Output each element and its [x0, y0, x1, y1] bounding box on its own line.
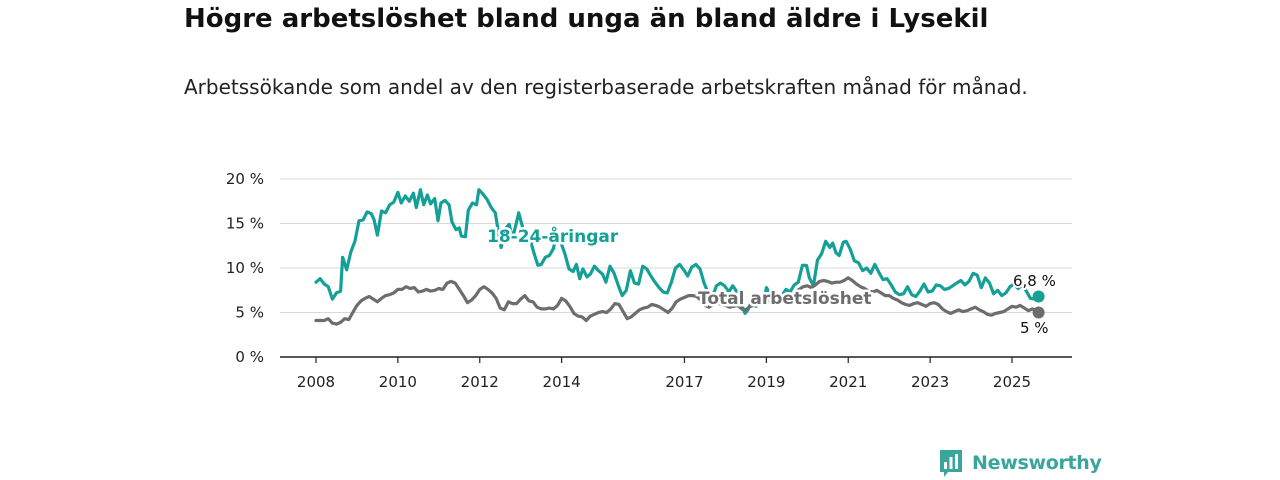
- chart-title: Högre arbetslöshet bland unga än bland ä…: [184, 4, 989, 34]
- bar-chart-icon: [940, 450, 962, 477]
- series-line: [314, 188, 1041, 315]
- series-end-marker: [1032, 306, 1045, 319]
- axes: 0 % 5 % 10 % 15 % 20 % 2008 2010 2012 2014 2017 20…: [226, 170, 1072, 391]
- series-labels: 18-24-åringar Total arbetslöshet 6,8 % 5 %: [485, 223, 1058, 340]
- gridlines: [280, 178, 1072, 313]
- y-tick-label: 0 %: [235, 348, 264, 366]
- series-label: 18-24-åringar: [487, 225, 619, 247]
- x-tick-label: 2023: [911, 373, 949, 391]
- end-value-label: 6,8 %: [1013, 272, 1056, 290]
- brand-name: Newsworthy: [972, 452, 1102, 474]
- series-end-marker: [1032, 290, 1045, 303]
- y-tick-label: 10 %: [226, 259, 264, 277]
- series-lines: [314, 188, 1045, 326]
- series-label: Total arbetslöshet: [698, 289, 872, 309]
- x-tick-label: 2010: [379, 373, 417, 391]
- x-tick-label: 2014: [543, 373, 581, 391]
- series-line: [314, 276, 1041, 326]
- x-tick-label: 2017: [665, 373, 703, 391]
- y-tick-label: 5 %: [235, 304, 264, 322]
- y-tick-label: 20 %: [226, 170, 264, 188]
- chart-subtitle: Arbetssökande som andel av den registerb…: [184, 75, 1028, 99]
- end-value-label: 5 %: [1020, 319, 1049, 337]
- newsworthy-logo: Newsworthy: [938, 448, 1102, 478]
- x-tick-label: 2012: [461, 373, 499, 391]
- x-tick-label: 2021: [829, 373, 867, 391]
- x-tick-label: 2008: [297, 373, 335, 391]
- x-tick-label: 2019: [747, 373, 785, 391]
- x-tick-label: 2025: [993, 373, 1031, 391]
- y-tick-label: 15 %: [226, 215, 264, 233]
